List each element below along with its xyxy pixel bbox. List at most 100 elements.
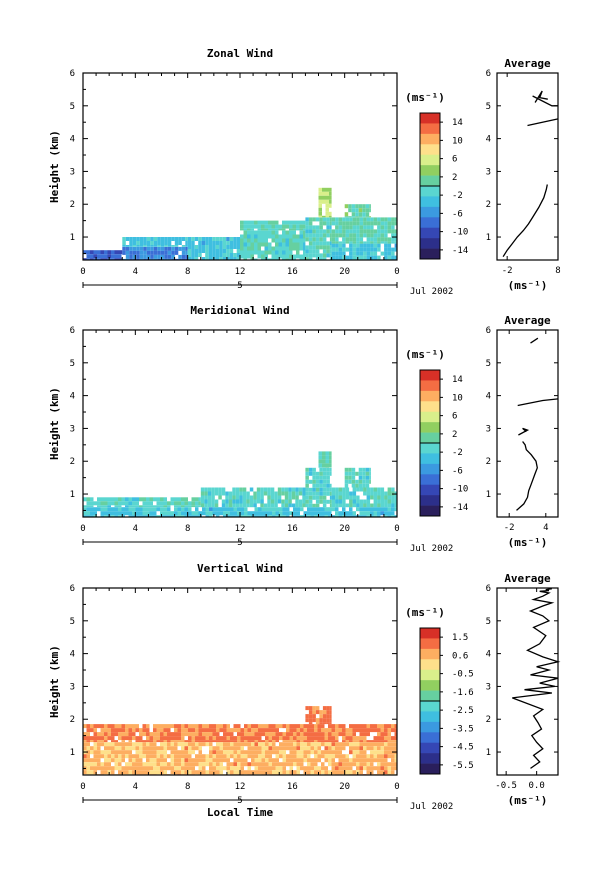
heatmap-cell: [153, 742, 157, 747]
heatmap-cell: [212, 766, 216, 771]
heatmap-cell: [328, 742, 332, 747]
heatmap-cell: [104, 766, 108, 771]
heatmap-cell: [324, 742, 328, 747]
heatmap-cell: [174, 736, 178, 741]
heatmap-cell: [209, 732, 213, 737]
heatmap-cell: [244, 758, 248, 763]
heatmap-cell: [226, 758, 230, 763]
heatmap-cell: [387, 495, 392, 500]
heatmap-cell: [319, 718, 323, 723]
heatmap-cell: [125, 746, 129, 751]
heatmap-cell: [342, 740, 346, 743]
heatmap-cell: [184, 507, 188, 512]
heatmap-cell: [233, 746, 237, 751]
heatmap-cell: [322, 463, 326, 468]
heatmap-cell: [292, 258, 296, 260]
heatmap-cell: [335, 255, 339, 260]
heatmap-cell: [207, 491, 212, 496]
heatmap-cell: [221, 491, 226, 496]
heatmap-cell: [349, 728, 353, 733]
heatmap-cell: [356, 736, 360, 741]
date-label: Jul 2002: [410, 287, 453, 297]
heatmap-cell: [380, 762, 384, 767]
heatmap-cell: [351, 471, 356, 476]
heatmap-cell: [226, 750, 230, 755]
heatmap-cell: [359, 255, 364, 260]
heatmap-cell: [394, 736, 397, 741]
heatmap-cell: [305, 491, 309, 496]
heatmap-cell: [240, 766, 244, 771]
heatmap-cell: [315, 495, 320, 500]
heatmap-cell: [384, 740, 388, 743]
heatmap-cell: [177, 732, 181, 737]
heatmap-cell: [335, 724, 339, 729]
heatmap-cell: [302, 487, 306, 492]
heatmap-cell: [185, 245, 188, 247]
colorbar-swatch: [420, 753, 440, 764]
heatmap-cell: [295, 495, 299, 500]
x-tick-label: 0: [80, 782, 85, 792]
heatmap-cell: [174, 762, 178, 767]
heatmap-cell: [254, 758, 258, 763]
heatmap-cell: [284, 503, 289, 508]
heatmap-cell: [233, 750, 237, 755]
heatmap-cell: [181, 758, 185, 763]
heatmap-cell: [329, 229, 332, 234]
heatmap-cell: [387, 229, 392, 234]
heatmap-cell: [335, 217, 339, 222]
heatmap-cell: [111, 515, 115, 517]
heatmap-cell: [342, 746, 346, 751]
heatmap-cell: [318, 203, 322, 208]
heatmap-cell: [146, 742, 150, 747]
heatmap-cell: [319, 257, 323, 260]
heatmap-cell: [377, 736, 381, 741]
heatmap-cell: [307, 742, 311, 747]
heatmap-cell: [247, 754, 251, 759]
heatmap-cell: [261, 766, 265, 771]
heatmap-cell: [107, 742, 111, 747]
heatmap-cell: [86, 515, 90, 517]
heatmap-cell: [242, 499, 247, 504]
heatmap-cell: [211, 491, 215, 496]
heatmap-cell: [149, 770, 153, 775]
heatmap-cell: [230, 511, 234, 516]
heatmap-cell: [321, 732, 325, 737]
heatmap-cell: [86, 750, 90, 755]
heatmap-cell: [377, 499, 381, 504]
heatmap-cell: [219, 728, 223, 733]
heatmap-cell: [318, 463, 322, 468]
heatmap-cell: [149, 740, 153, 743]
heatmap-cell: [202, 766, 206, 771]
heatmap-cell: [230, 766, 234, 771]
heatmap-cell: [373, 750, 377, 755]
colorbar-tick-label: 2: [452, 430, 457, 440]
heatmap-cell: [181, 736, 185, 741]
heatmap-cell: [258, 762, 262, 767]
heatmap-cell: [338, 241, 343, 244]
heatmap-cell: [303, 742, 307, 747]
heatmap-cell: [216, 511, 220, 516]
heatmap-cell: [265, 732, 269, 737]
heatmap-cell: [272, 515, 276, 517]
heatmap-cell: [315, 483, 320, 488]
heatmap-cell: [267, 487, 271, 492]
heatmap-cell: [307, 507, 311, 512]
heatmap-cell: [352, 237, 357, 242]
profile-y-tick-label: 4: [486, 392, 491, 402]
heatmap-cell: [258, 736, 262, 741]
heatmap-cell: [366, 221, 371, 226]
heatmap-cell: [146, 770, 150, 775]
heatmap-cell: [142, 754, 146, 759]
heatmap-cell: [289, 728, 293, 733]
heatmap-cell: [258, 746, 262, 751]
heatmap-cell: [325, 463, 329, 468]
heatmap-cell: [305, 479, 309, 484]
heatmap-cell: [286, 507, 290, 512]
heatmap-cell: [83, 762, 87, 767]
heatmap-cell: [377, 503, 381, 508]
heatmap-cell: [111, 250, 115, 255]
heatmap-cell: [167, 250, 172, 255]
heatmap-cell: [317, 732, 321, 737]
heatmap-cell: [387, 762, 391, 767]
heatmap-cell: [184, 754, 188, 759]
